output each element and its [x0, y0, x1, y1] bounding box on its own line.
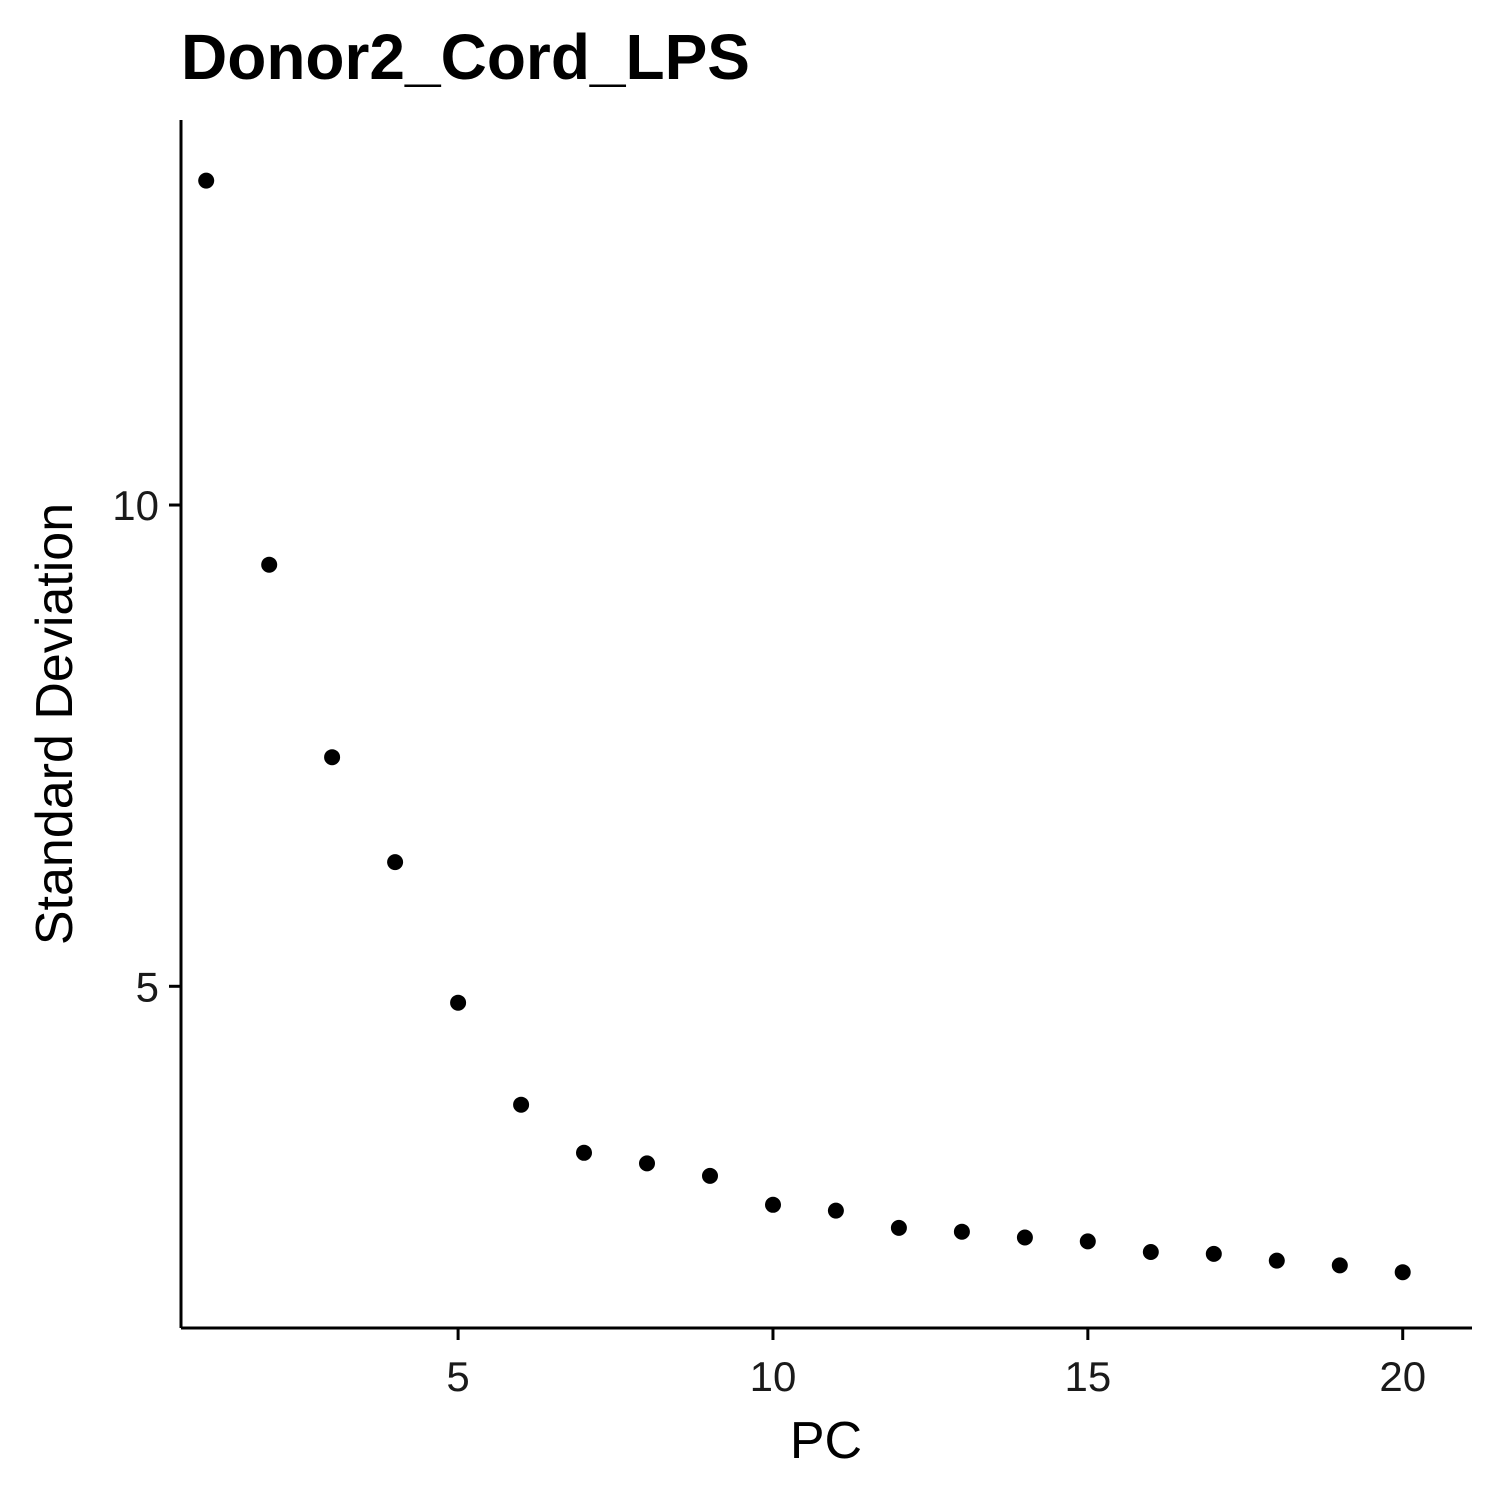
- y-axis-ticks: 5 10: [112, 482, 181, 1010]
- data-point: [1142, 1244, 1159, 1260]
- data-point: [576, 1144, 592, 1161]
- data-points: [198, 172, 1411, 1281]
- x-tick-label: 5: [446, 1353, 469, 1400]
- data-point: [702, 1167, 718, 1184]
- data-point: [324, 749, 341, 766]
- y-tick-label: 10: [112, 482, 159, 529]
- x-tick-label: 20: [1379, 1353, 1426, 1400]
- data-point: [1079, 1233, 1096, 1250]
- data-point: [953, 1223, 970, 1240]
- data-point: [827, 1202, 844, 1219]
- data-point: [261, 556, 278, 573]
- plot-area: 5 10 15 20 5 10: [112, 120, 1472, 1400]
- x-tick-label: 15: [1064, 1353, 1111, 1400]
- data-point: [198, 172, 215, 189]
- x-axis-label: PC: [790, 1412, 862, 1470]
- data-point: [513, 1096, 530, 1113]
- chart-title: Donor2_Cord_LPS: [181, 21, 750, 93]
- data-point: [765, 1196, 781, 1213]
- data-point: [1331, 1257, 1348, 1274]
- data-point: [450, 994, 467, 1011]
- data-point: [1016, 1229, 1033, 1246]
- data-point: [387, 854, 404, 871]
- data-point: [1205, 1245, 1222, 1262]
- x-tick-label: 10: [750, 1353, 797, 1400]
- data-point: [639, 1155, 655, 1172]
- data-point: [1394, 1264, 1411, 1281]
- data-point: [890, 1219, 907, 1236]
- y-tick-label: 5: [136, 963, 159, 1010]
- x-axis-ticks: 5 10 15 20: [446, 1328, 1426, 1400]
- data-point: [1268, 1252, 1285, 1269]
- y-axis-label: Standard Deviation: [26, 503, 84, 945]
